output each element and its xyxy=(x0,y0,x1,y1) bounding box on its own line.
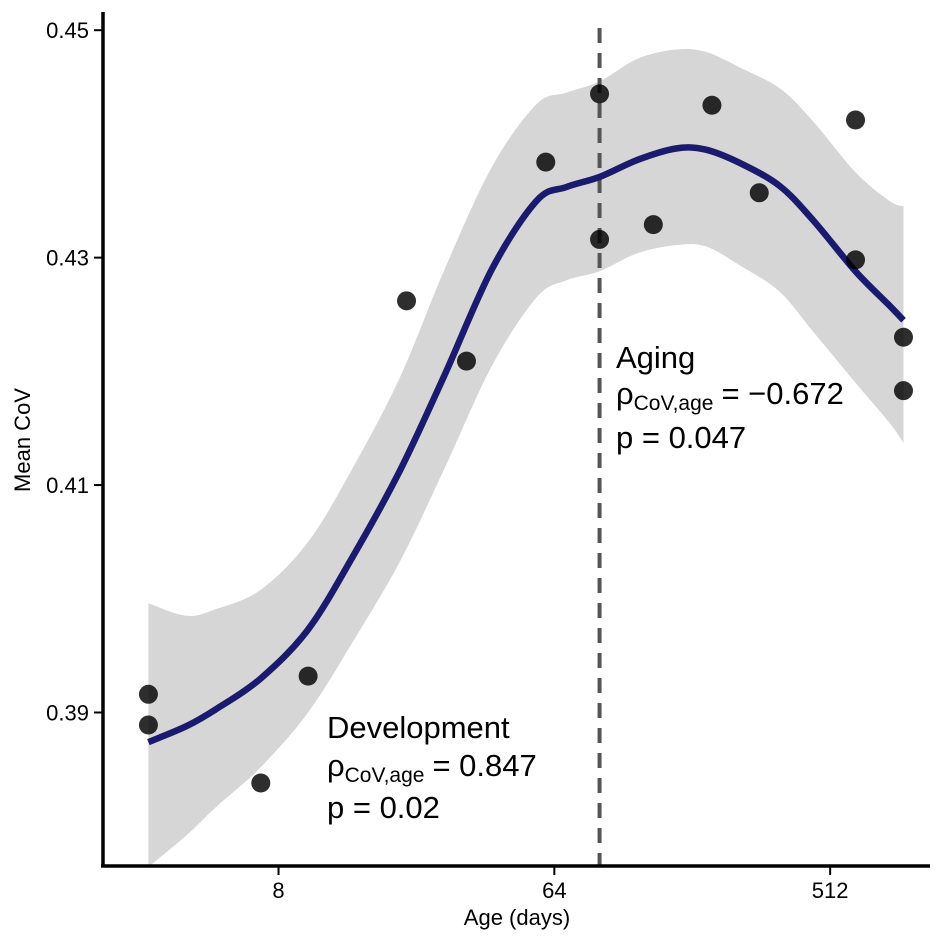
annotation-aging-rho-subscript: CoV,age xyxy=(634,392,714,415)
x-tick-label: 512 xyxy=(812,878,849,903)
fit-line xyxy=(147,144,906,746)
annotation-aging-rho: ρCoV,age = −0.672 xyxy=(616,376,844,415)
data-point xyxy=(456,351,476,371)
data-point xyxy=(536,152,556,172)
annotation-aging-rho-symbol: ρ xyxy=(616,376,634,411)
data-point xyxy=(643,215,663,235)
annotation-development-rho-value: = 0.847 xyxy=(432,748,536,783)
annotation-aging: Aging ρCoV,age = −0.672 p = 0.047 xyxy=(616,340,844,455)
y-tick-label: 0.45 xyxy=(46,18,89,43)
x-tick-label: 64 xyxy=(542,878,566,903)
annotation-development-rho-symbol: ρ xyxy=(327,748,345,783)
y-tick-label: 0.41 xyxy=(46,473,89,498)
annotation-aging-title: Aging xyxy=(616,340,695,375)
data-point xyxy=(590,229,610,249)
data-point xyxy=(138,715,158,735)
data-point xyxy=(846,110,866,130)
annotation-development-p: p = 0.02 xyxy=(327,790,440,825)
data-point xyxy=(702,95,722,115)
annotation-aging-p: p = 0.047 xyxy=(616,420,746,455)
confidence-band xyxy=(148,48,904,868)
y-tick-label: 0.43 xyxy=(46,246,89,271)
y-tick-label: 0.39 xyxy=(46,700,89,725)
data-point xyxy=(749,183,769,203)
y-axis-ticks: 0.39 0.41 0.43 0.45 xyxy=(46,18,103,725)
data-point xyxy=(298,666,318,686)
data-point xyxy=(893,381,913,401)
confidence-band-layer xyxy=(148,48,904,868)
x-axis-ticks: 8 64 512 xyxy=(272,866,849,903)
data-point xyxy=(590,84,610,104)
annotation-development: Development ρCoV,age = 0.847 p = 0.02 xyxy=(327,710,537,825)
y-axis-title: Mean CoV xyxy=(10,388,35,492)
data-point xyxy=(251,773,271,793)
annotation-development-title: Development xyxy=(327,710,510,745)
data-point xyxy=(138,684,158,704)
data-point xyxy=(893,327,913,347)
data-point xyxy=(846,250,866,270)
annotation-development-rho-subscript: CoV,age xyxy=(345,764,425,787)
x-tick-label: 8 xyxy=(272,878,284,903)
points-layer xyxy=(138,84,913,793)
data-point xyxy=(397,291,417,311)
annotation-development-rho: ρCoV,age = 0.847 xyxy=(327,748,537,787)
x-axis-title: Age (days) xyxy=(464,905,570,930)
fit-line-layer xyxy=(147,144,906,746)
annotation-aging-rho-value: = −0.672 xyxy=(721,376,843,411)
